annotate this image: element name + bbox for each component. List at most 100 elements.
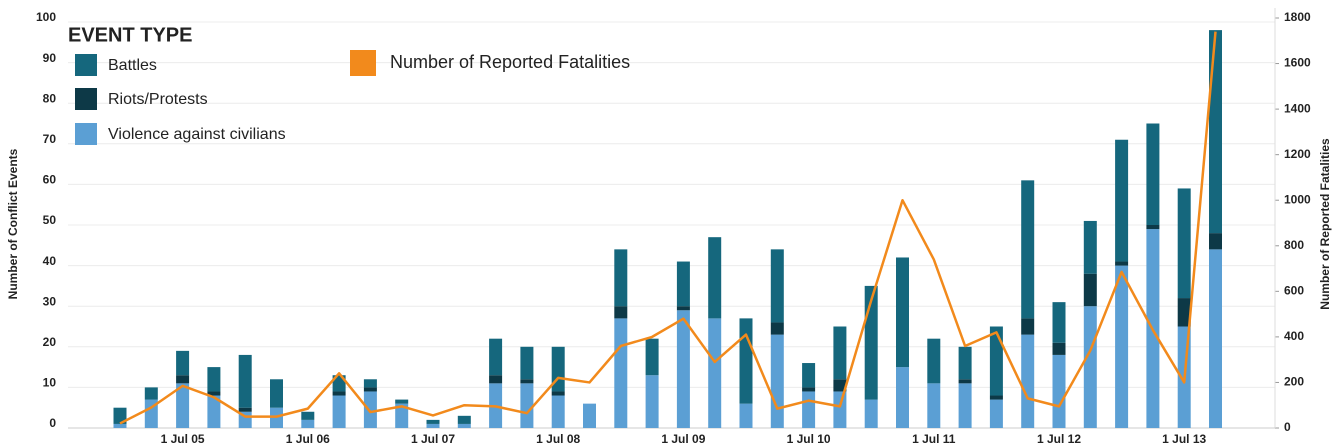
x-tick-label: 1 Jul 10 (787, 432, 831, 446)
bar-segment (1177, 298, 1191, 327)
bar-segment (207, 367, 221, 392)
bar-segment (1052, 302, 1066, 343)
bar-segment (708, 237, 722, 319)
bar-segment (426, 423, 440, 428)
y2-tick-label: 1200 (1284, 147, 1311, 161)
legend-label: Riots/Protests (108, 91, 208, 108)
bar-segment (896, 257, 909, 368)
bar-segment (833, 391, 847, 428)
bar-segment (332, 391, 346, 396)
bar-segment (614, 318, 628, 428)
bar-segment (426, 419, 440, 424)
y2-tick-label: 1600 (1284, 56, 1311, 70)
y-tick-label: 100 (36, 10, 56, 24)
bar-segment (363, 379, 377, 388)
bar-segment (1209, 30, 1222, 234)
bar-segment (489, 375, 503, 384)
bar-segment (363, 387, 377, 392)
y-tick-label: 20 (43, 335, 57, 349)
bar-segment (520, 383, 534, 428)
y2-tick-label: 800 (1284, 238, 1304, 252)
y2-tick-label: 0 (1284, 420, 1291, 434)
y-tick-label: 10 (43, 376, 57, 390)
bar-segment (802, 363, 816, 388)
bar-segment (1021, 180, 1035, 319)
bar-segment (583, 403, 596, 428)
legend-swatch (75, 88, 97, 110)
bar-segment (1115, 265, 1129, 428)
bar-segment (1115, 139, 1129, 262)
y2-tick-label: 1000 (1284, 192, 1311, 206)
bar-segment (770, 322, 784, 335)
bar-segment (1052, 354, 1066, 428)
bar-segment (457, 423, 471, 428)
bar-segment (551, 391, 565, 396)
x-tick-label: 1 Jul 06 (286, 432, 330, 446)
bar-segment (989, 399, 1003, 428)
fatalities-line (119, 31, 1217, 425)
y2-tick-label: 400 (1284, 329, 1304, 343)
bar-segment (958, 346, 972, 380)
y2-axis-title: Number of Reported Fatalities (1318, 138, 1332, 310)
y2-tick-label: 1400 (1284, 101, 1311, 115)
y-tick-label: 50 (43, 213, 57, 227)
bar-segment (301, 411, 315, 420)
bar-segment (927, 383, 941, 428)
bar-segment (676, 261, 690, 307)
y-tick-label: 60 (43, 173, 57, 187)
bar-segment (989, 395, 1003, 400)
bar-segment (833, 326, 847, 380)
bar-segment (363, 391, 377, 428)
x-tick-label: 1 Jul 08 (536, 432, 580, 446)
bar-segment (395, 399, 409, 404)
legend-label: Violence against civilians (108, 126, 286, 143)
bar-segment (676, 306, 690, 311)
bar-segment (802, 391, 816, 428)
bar-segment (207, 391, 221, 396)
legend-label: Battles (108, 57, 157, 74)
legend-title: EVENT TYPE (68, 24, 192, 46)
y-tick-label: 80 (43, 91, 57, 105)
y-tick-label: 90 (43, 51, 57, 65)
bar-segment (176, 375, 190, 384)
bar-segment (176, 350, 190, 376)
bar-segment (958, 383, 972, 428)
bar-segment (1209, 249, 1222, 428)
bar-segment (833, 379, 847, 392)
bar-segment (1021, 334, 1035, 428)
bar-segment (1083, 306, 1097, 428)
bar-segment (238, 354, 252, 408)
bar-segment (1083, 273, 1097, 307)
bar-segment (1021, 318, 1035, 335)
legend-swatch (75, 54, 97, 76)
bar-segment (176, 383, 190, 428)
bar-segment (1177, 188, 1191, 299)
y-axis-title: Number of Conflict Events (6, 148, 20, 299)
bar-segment (113, 407, 127, 424)
bar-segment (457, 415, 471, 424)
bar-segment (113, 423, 127, 428)
bar-segment (332, 395, 346, 428)
bar-segment (207, 395, 221, 428)
bar-segment (489, 338, 503, 376)
bar-segment (864, 399, 878, 428)
x-tick-label: 1 Jul 12 (1037, 432, 1081, 446)
bar-segment (802, 387, 816, 392)
bar-segment (676, 310, 690, 428)
x-tick-label: 1 Jul 13 (1162, 432, 1206, 446)
x-tick-label: 1 Jul 07 (411, 432, 455, 446)
y-tick-label: 30 (43, 294, 57, 308)
bar-segment (1146, 225, 1160, 230)
y2-tick-label: 600 (1284, 284, 1304, 298)
y-tick-label: 40 (43, 254, 57, 268)
bar-segment (927, 338, 941, 384)
bar-segment (958, 379, 972, 384)
bar-segment (238, 407, 252, 412)
x-tick-label: 1 Jul 05 (161, 432, 205, 446)
bar-segment (614, 306, 628, 319)
x-tick-label: 1 Jul 11 (912, 432, 956, 446)
bar-segment (270, 379, 283, 408)
legend-swatch (75, 123, 97, 145)
